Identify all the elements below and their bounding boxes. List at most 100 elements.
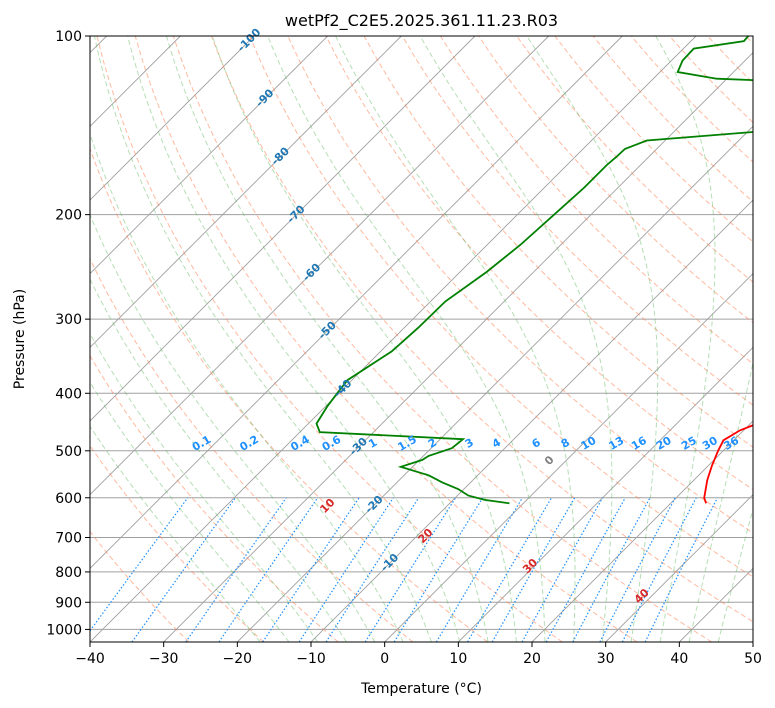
isotherm-label: -80 xyxy=(269,144,292,167)
x-tick-label: −10 xyxy=(296,651,326,667)
dry-adiabat-label: 40 xyxy=(632,586,652,606)
x-tick-label: 50 xyxy=(744,651,762,667)
data-layer xyxy=(315,36,753,505)
mixing-ratio-line xyxy=(599,497,676,642)
isotherm-label: 0 xyxy=(542,453,557,468)
isotherm-line xyxy=(752,641,753,642)
x-axis-label: Temperature (°C) xyxy=(360,681,482,697)
x-tick-label: −30 xyxy=(149,651,179,667)
mixing-ratio-line xyxy=(218,497,319,642)
y-tick-label: 100 xyxy=(55,29,82,45)
isotherm-line xyxy=(90,36,623,569)
dry-adiabat xyxy=(96,36,563,642)
mixing-ratio-line xyxy=(644,497,719,642)
mixing-ratio-line xyxy=(572,497,651,642)
mixing-ratio-line xyxy=(466,497,553,642)
axis-layer: −40 −30 −20 −10 0 10 20 30 40 5010009008007006005… xyxy=(46,29,762,667)
moist-adiabat xyxy=(90,213,376,642)
moist-adiabat xyxy=(688,360,753,642)
y-tick-label: 400 xyxy=(55,386,82,402)
dry-adiabat xyxy=(439,36,753,365)
moist-adiabat xyxy=(127,36,461,642)
y-tick-label: 200 xyxy=(55,208,82,224)
isotherm-label: -50 xyxy=(316,319,339,342)
mixing-ratio-label: 4 xyxy=(490,436,503,451)
label-layer: -100-90-80-70-60-50-40-30-20-10010203040… xyxy=(190,26,742,607)
isotherm-line xyxy=(237,125,753,642)
moist-adiabat xyxy=(90,278,347,642)
isotherm-line xyxy=(310,199,753,642)
plot-frame xyxy=(89,35,754,643)
isotherm-line xyxy=(90,36,697,642)
mixing-ratio-line xyxy=(435,497,523,642)
dry-adiabat xyxy=(325,36,753,491)
dry-adiabat xyxy=(90,354,339,642)
moist-adiabat xyxy=(211,36,517,642)
grid-layer xyxy=(0,36,753,642)
isotherm-label: -70 xyxy=(284,202,307,225)
dry-adiabat xyxy=(90,530,190,642)
mixing-ratio-line xyxy=(364,497,457,642)
dry-adiabat xyxy=(249,36,753,578)
mixing-ratio-line xyxy=(325,497,420,642)
mixing-ratio-label: 3 xyxy=(463,436,476,451)
moist-adiabat xyxy=(655,36,716,642)
y-tick-label: 900 xyxy=(55,595,82,611)
isotherm-label: -100 xyxy=(235,26,264,55)
y-tick-label: 700 xyxy=(55,531,82,547)
isotherm-label: -60 xyxy=(300,260,323,283)
dry-adiabat xyxy=(516,36,753,283)
moist-adiabat xyxy=(90,332,319,642)
mixing-ratio-label: 1 xyxy=(366,436,379,451)
moist-adiabat xyxy=(526,36,659,642)
isotherm-line xyxy=(531,420,753,642)
chart-title: wetPf2_C2E5.2025.361.11.23.R03 xyxy=(285,11,558,31)
reference-curve xyxy=(0,36,69,642)
moist-adiabat xyxy=(335,36,576,642)
isotherm-label: -90 xyxy=(253,86,276,109)
mixing-ratio-line xyxy=(90,497,189,632)
dry-adiabat xyxy=(401,36,753,406)
isotherm-line xyxy=(679,567,753,642)
isotherm-line xyxy=(90,36,255,201)
isotherm-line xyxy=(163,52,753,642)
dry-adiabat xyxy=(707,36,753,84)
dry-adiabat xyxy=(90,444,264,642)
x-tick-label: −40 xyxy=(75,651,105,667)
isotherm-label: -30 xyxy=(347,435,370,458)
x-tick-label: 20 xyxy=(523,651,541,667)
moist-adiabat xyxy=(93,36,432,642)
mixing-ratio-line xyxy=(393,497,484,642)
moist-adiabat xyxy=(267,36,546,642)
dry-adiabat xyxy=(172,36,712,642)
dry-adiabat-label: 30 xyxy=(520,556,540,576)
moist-adiabat xyxy=(419,36,613,642)
dry-adiabat xyxy=(554,36,753,243)
dry-adiabat xyxy=(669,36,753,124)
isotherm-label: -20 xyxy=(362,493,385,516)
x-tick-label: 30 xyxy=(597,651,615,667)
isotherm-line xyxy=(458,346,753,642)
mixing-ratio-label: 16 xyxy=(629,434,649,453)
y-tick-label: 600 xyxy=(55,491,82,507)
mixing-ratio-label: 13 xyxy=(607,434,627,453)
mixing-ratio-line xyxy=(131,497,236,642)
isotherm-line xyxy=(90,36,549,496)
y-tick-label: 800 xyxy=(55,565,82,581)
x-tick-label: 0 xyxy=(380,651,389,667)
dry-adiabat xyxy=(90,147,488,642)
mixing-ratio-line xyxy=(621,497,697,642)
isotherm-line xyxy=(90,36,402,348)
mixing-ratio-line xyxy=(298,497,394,642)
mixing-ratio-label: 10 xyxy=(579,434,599,453)
x-tick-label: 10 xyxy=(449,651,467,667)
y-tick-label: 1000 xyxy=(46,622,82,638)
x-tick-label: 40 xyxy=(670,651,688,667)
isotherm-line xyxy=(90,36,476,422)
mixing-ratio-label: 30 xyxy=(700,434,720,453)
temperature-line xyxy=(703,424,753,504)
dry-adiabat xyxy=(745,36,753,45)
mixing-ratio-line xyxy=(491,497,576,642)
moist-adiabat xyxy=(165,36,489,642)
